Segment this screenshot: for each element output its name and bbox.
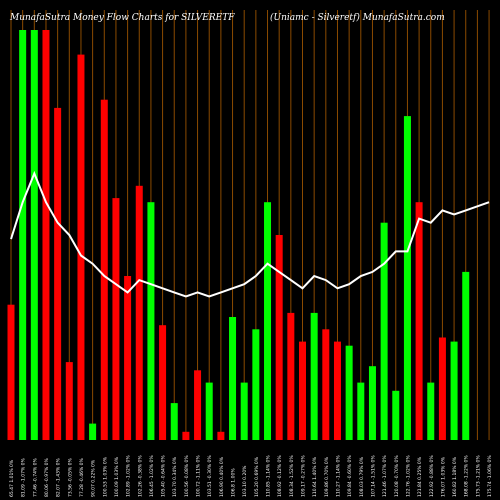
x-tick-label: 82.07 -1.43% 0% <box>56 457 62 497</box>
x-tick-label: 100.56 -0.08% 0% <box>184 455 190 497</box>
x-tick-label: 65.47 1.01% 0% <box>9 459 15 497</box>
bars <box>7 30 470 441</box>
bar-up <box>205 382 213 440</box>
bar-down <box>7 304 15 440</box>
bar-down <box>287 312 295 440</box>
bar-up <box>147 202 155 440</box>
bar-up <box>403 116 411 440</box>
x-tick-label: 106.90 0.40% 0% <box>219 456 225 497</box>
bar-up <box>19 30 27 440</box>
x-tick-label: 122.92 -0.88% 0% <box>429 455 435 497</box>
x-tick-label: 122.76 -1.02% 0% <box>405 455 411 497</box>
x-tick-label: 110.64 1.40% 0% <box>312 456 318 497</box>
bar-up <box>392 390 400 440</box>
bar-down <box>322 329 330 440</box>
bar-down <box>135 185 143 440</box>
bar-up <box>89 423 97 440</box>
bar-down <box>299 341 306 440</box>
bar-up <box>30 30 38 440</box>
bar-down <box>65 362 73 440</box>
bar-down <box>100 99 108 440</box>
bar-up <box>310 312 318 440</box>
bar-up <box>240 382 248 440</box>
x-tick-label: 108.34 -1.52% 0% <box>289 455 295 497</box>
x-tick-label: 109.86 0.70% 0% <box>324 456 330 497</box>
x-tick-label: 120.08 -0.70% 0% <box>394 455 400 497</box>
chart-title-right: (Uniamc - Silveretf) MunafaSutra.com <box>270 12 445 23</box>
bar-down <box>77 54 85 440</box>
bar-down <box>54 107 62 441</box>
bar-up <box>229 317 237 440</box>
x-tick-label: 77.28 -0.46% 0% <box>79 457 85 497</box>
bar-down <box>217 431 225 440</box>
x-tick-label: 102.89 -1.02% 0% <box>126 455 132 497</box>
x-tick-label: 100.09 1.03% 0% <box>114 456 120 497</box>
x-tick-label: 73.56 -0.05% 0% <box>67 457 73 497</box>
x-tick-label: 107.14 -1.51% 0% <box>370 455 376 497</box>
x-tick-labels: 65.47 1.01% 0% 81.09 -1.07% 0% 77.46 -0.74… <box>9 455 493 497</box>
x-tick-label: 109.17 -0.27% 0% <box>301 455 307 497</box>
x-tick-label: 103.10 0.20% <box>242 465 248 497</box>
x-tick-label: 105.20 0.69% 0% <box>254 456 260 497</box>
bar-down <box>275 235 283 440</box>
x-tick-label: 175.73 -1.21% 0% <box>475 455 481 497</box>
bar-up <box>170 403 178 440</box>
x-tick-label: 160.82 1.18% 0% <box>452 456 458 497</box>
bar-down <box>124 276 132 440</box>
bar-down <box>194 370 202 440</box>
trend-line-group <box>10 170 490 298</box>
x-tick-label: 175.74 -1.06% 0% <box>487 455 493 497</box>
x-tick-label: 102.26 -0.38% 0% <box>137 455 143 497</box>
x-tick-label: 103.51 -0.30% 0% <box>207 455 213 497</box>
bar-up <box>357 382 365 440</box>
x-tick-label: 121.46 -1.07% 0% <box>382 455 388 497</box>
bar-up <box>368 366 376 440</box>
chart-title-left: MunafaSutra Money Flow Charts for SILVER… <box>9 13 235 23</box>
x-tick-label: 80.06 -0.97% 0% <box>44 457 50 497</box>
x-tick-label: 109.84 -0.60% 0% <box>347 455 353 497</box>
x-tick-label: 100.72 -1.11% 0% <box>196 455 202 497</box>
bar-up <box>380 222 388 440</box>
bar-down <box>333 341 341 440</box>
bar-down <box>182 431 190 440</box>
bar-down <box>159 325 167 440</box>
x-tick-label: 105.40 -0.64% 0% <box>161 455 167 497</box>
bar-up <box>462 271 470 440</box>
bar-down <box>42 30 50 440</box>
x-tick-label: 110.85 -1.14% 0% <box>266 455 272 497</box>
x-tick-label: 106.45 -1.02% 0% <box>149 455 155 497</box>
x-tick-label: 121.84 0.25% 0% <box>417 456 423 497</box>
x-tick-label: 100.53 1.03% 0% <box>102 456 108 497</box>
bar-up <box>252 329 260 440</box>
x-tick-label: 103.70 0.34% 0% <box>172 456 178 497</box>
bar-up <box>450 341 458 440</box>
x-tick-label: 110.27 -1.14% 0% <box>335 455 341 497</box>
bar-down <box>415 202 423 440</box>
bar-up <box>345 345 353 440</box>
bar-up <box>427 382 435 440</box>
x-tick-label: 176.07 1.03% 0% <box>440 456 446 497</box>
x-tick-label: 77.46 -0.74% 0% <box>32 457 38 497</box>
bar-down <box>112 198 120 440</box>
trend-line <box>10 170 490 298</box>
x-tick-label: 108.03 0.79% 0% <box>359 456 365 497</box>
x-tick-label: 108.92 -0.12% 0% <box>277 455 283 497</box>
bar-up <box>264 202 272 440</box>
x-tick-label: 81.09 -1.07% 0% <box>21 457 27 497</box>
x-tick-label: 106.8 1.00% <box>231 468 237 497</box>
x-tick-label: 168.08 -1.22% 0% <box>464 455 470 497</box>
bar-down <box>438 337 446 440</box>
x-tick-label: 90.07 0.22% 0% <box>91 459 97 497</box>
